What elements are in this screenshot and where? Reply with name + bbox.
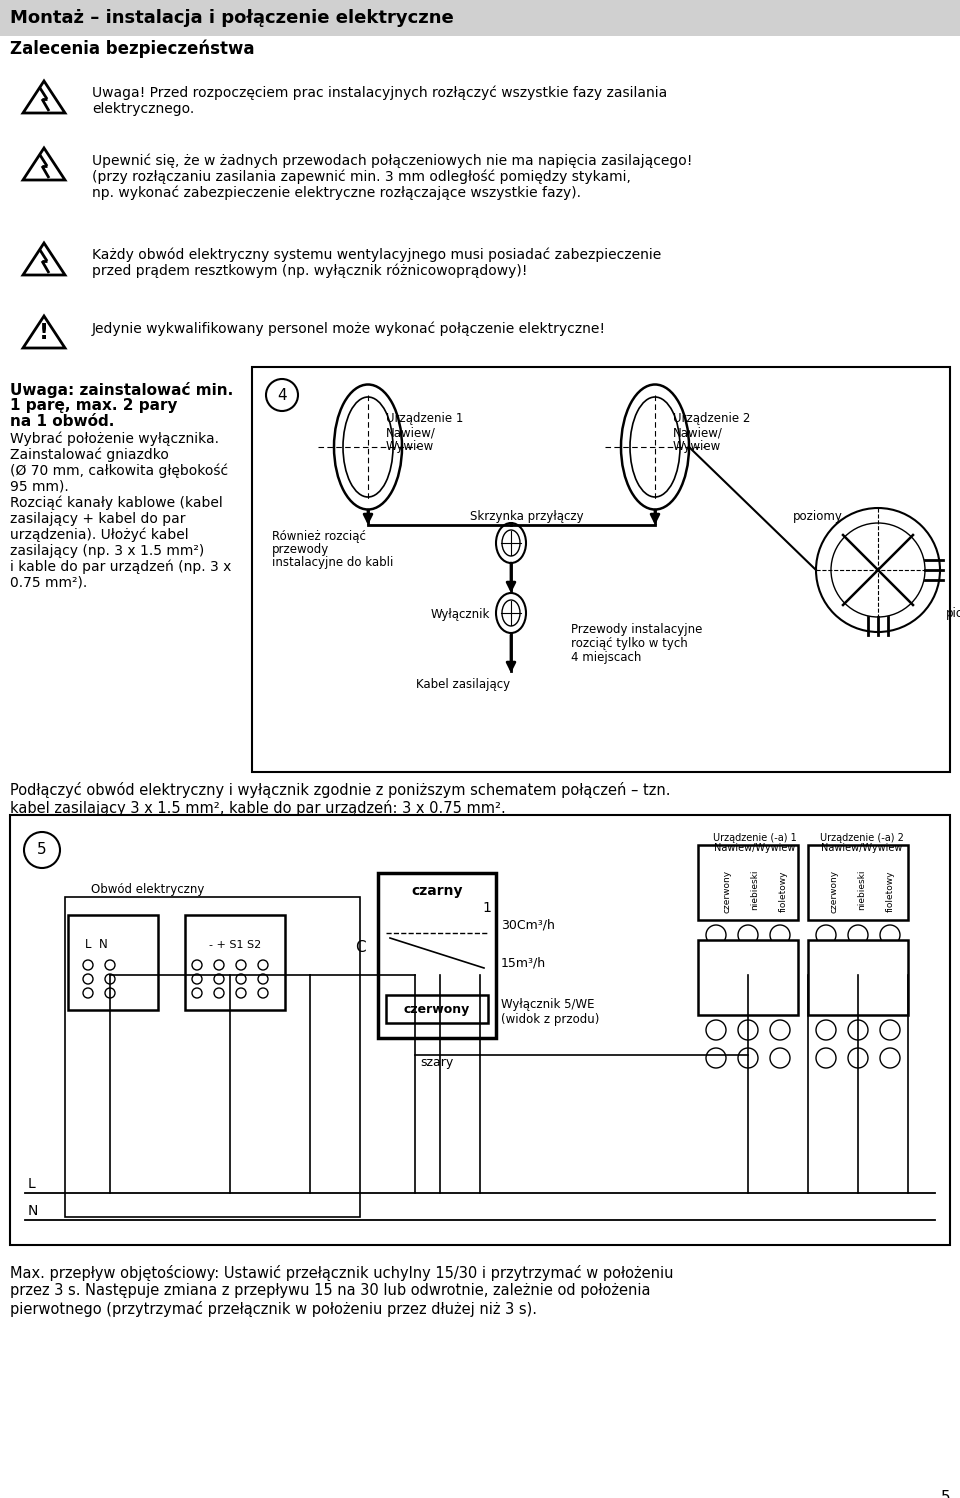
- Text: Rozciąć kanały kablowe (kabel: Rozciąć kanały kablowe (kabel: [10, 496, 223, 511]
- Text: Urządzenie 1: Urządzenie 1: [386, 412, 464, 425]
- Bar: [698, 941, 798, 1016]
- Text: Wywiew: Wywiew: [673, 440, 721, 452]
- Text: Skrzynka przyłączy: Skrzynka przyłączy: [470, 509, 584, 523]
- Text: czerwony: czerwony: [404, 1002, 470, 1016]
- Text: 5: 5: [941, 1491, 950, 1498]
- Text: czerwony: czerwony: [723, 870, 732, 914]
- Text: Wybrać położenie wyłącznika.: Wybrać położenie wyłącznika.: [10, 431, 219, 446]
- Text: Wyłącznik 5/WE: Wyłącznik 5/WE: [501, 998, 594, 1011]
- Text: zasilający + kabel do par: zasilający + kabel do par: [10, 512, 185, 526]
- Text: szary: szary: [420, 1056, 454, 1070]
- Text: na 1 obwód.: na 1 obwód.: [10, 413, 114, 428]
- Text: (Ø 70 mm, całkowita głębokość: (Ø 70 mm, całkowita głębokość: [10, 464, 228, 478]
- Text: 1 parę, max. 2 pary: 1 parę, max. 2 pary: [10, 398, 178, 413]
- Bar: [68, 915, 158, 1010]
- Bar: [386, 995, 488, 1023]
- Text: Urządzenie 2: Urządzenie 2: [673, 412, 751, 425]
- Text: Nawiew/Wywiew: Nawiew/Wywiew: [822, 843, 902, 852]
- Text: 5: 5: [37, 842, 47, 857]
- Text: Każdy obwód elektryczny systemu wentylacyjnego musi posiadać zabezpieczenie: Każdy obwód elektryczny systemu wentylac…: [92, 249, 661, 262]
- Text: Zainstalować gniazdko: Zainstalować gniazdko: [10, 448, 169, 463]
- Text: Zalecenia bezpieczeństwa: Zalecenia bezpieczeństwa: [10, 39, 254, 58]
- Text: Urządzenie (-a) 1: Urządzenie (-a) 1: [713, 833, 797, 843]
- Text: poziomy: poziomy: [793, 509, 843, 523]
- Text: urządzenia). Ułożyć kabel: urządzenia). Ułożyć kabel: [10, 527, 188, 542]
- Text: zasilający (np. 3 x 1.5 mm²): zasilający (np. 3 x 1.5 mm²): [10, 544, 204, 557]
- Text: Przewody instalacyjne: Przewody instalacyjne: [571, 623, 703, 637]
- Text: fioletowy: fioletowy: [885, 870, 895, 911]
- Text: niebieski: niebieski: [751, 870, 759, 911]
- Text: (widok z przodu): (widok z przodu): [501, 1013, 599, 1026]
- Text: instalacyjne do kabli: instalacyjne do kabli: [272, 556, 394, 569]
- Bar: [185, 915, 285, 1010]
- Text: fioletowy: fioletowy: [779, 870, 787, 911]
- Text: przewody: przewody: [272, 542, 329, 556]
- Text: Obwód elektryczny: Obwód elektryczny: [91, 882, 204, 896]
- Text: L: L: [28, 1177, 36, 1191]
- Text: Wyłącznik: Wyłącznik: [431, 608, 491, 622]
- Text: !: !: [39, 324, 49, 343]
- Text: 15m³/h: 15m³/h: [501, 957, 546, 969]
- Text: niebieski: niebieski: [857, 870, 867, 911]
- Bar: [65, 897, 360, 1216]
- Text: Urządzenie (-a) 2: Urządzenie (-a) 2: [820, 833, 904, 843]
- Text: przed prądem resztkowym (np. wyłącznik różnicowoprądowy)!: przed prądem resztkowym (np. wyłącznik r…: [92, 264, 527, 279]
- Text: 30Cm³/h: 30Cm³/h: [501, 918, 555, 932]
- Text: Upewnić się, że w żadnych przewodach połączeniowych nie ma napięcia zasilającego: Upewnić się, że w żadnych przewodach poł…: [92, 153, 692, 168]
- Bar: [808, 941, 908, 1016]
- Text: Nawiew/: Nawiew/: [386, 425, 436, 439]
- Text: - + S1 S2: - + S1 S2: [209, 941, 261, 950]
- Text: pionowy: pionowy: [946, 607, 960, 620]
- Text: kabel zasilający 3 x 1.5 mm², kable do par urządzeń: 3 x 0.75 mm².: kabel zasilający 3 x 1.5 mm², kable do p…: [10, 800, 506, 816]
- Text: i kable do par urządzeń (np. 3 x: i kable do par urządzeń (np. 3 x: [10, 560, 231, 575]
- Bar: [252, 367, 950, 771]
- Text: Wywiew: Wywiew: [386, 440, 434, 452]
- Text: C: C: [355, 941, 366, 956]
- Text: Uwaga! Przed rozpoczęciem prac instalacyjnych rozłączyć wszystkie fazy zasilania: Uwaga! Przed rozpoczęciem prac instalacy…: [92, 85, 667, 100]
- Bar: [378, 873, 496, 1038]
- Text: Uwaga: zainstalować min.: Uwaga: zainstalować min.: [10, 382, 233, 398]
- Text: Max. przepływ objętościowy: Ustawić przełącznik uchylny 15/30 i przytrzymać w po: Max. przepływ objętościowy: Ustawić prze…: [10, 1264, 674, 1281]
- Text: czerwony: czerwony: [829, 870, 838, 914]
- Bar: [698, 845, 798, 920]
- Text: L  N: L N: [84, 939, 108, 951]
- Text: rozciąć tylko w tych: rozciąć tylko w tych: [571, 637, 687, 650]
- Text: 4: 4: [277, 388, 287, 403]
- Text: N: N: [28, 1204, 38, 1218]
- Text: Nawiew/Wywiew: Nawiew/Wywiew: [714, 843, 796, 852]
- Text: Jedynie wykwalifikowany personel może wykonać połączenie elektryczne!: Jedynie wykwalifikowany personel może wy…: [92, 321, 606, 336]
- Bar: [10, 815, 950, 1245]
- Text: Podłączyć obwód elektryczny i wyłącznik zgodnie z poniższym schematem połączeń –: Podłączyć obwód elektryczny i wyłącznik …: [10, 782, 670, 798]
- Text: czarny: czarny: [411, 884, 463, 897]
- Text: np. wykonać zabezpieczenie elektryczne rozłączające wszystkie fazy).: np. wykonać zabezpieczenie elektryczne r…: [92, 184, 581, 199]
- Text: Montaż – instalacja i połączenie elektryczne: Montaż – instalacja i połączenie elektry…: [10, 9, 454, 27]
- Text: 0.75 mm²).: 0.75 mm²).: [10, 577, 87, 590]
- Text: 4 miejscach: 4 miejscach: [571, 652, 641, 664]
- Text: (przy rozłączaniu zasilania zapewnić min. 3 mm odległość pomiędzy stykami,: (przy rozłączaniu zasilania zapewnić min…: [92, 169, 631, 183]
- Text: pierwotnego (przytrzymać przełącznik w położeniu przez dłużej niż 3 s).: pierwotnego (przytrzymać przełącznik w p…: [10, 1300, 537, 1317]
- Text: 95 mm).: 95 mm).: [10, 479, 69, 494]
- Text: 1: 1: [482, 900, 491, 915]
- Bar: [0, 0, 960, 36]
- Text: elektrycznego.: elektrycznego.: [92, 102, 194, 115]
- Text: Również rozciąć: Również rozciąć: [272, 530, 366, 542]
- Text: Kabel zasilający: Kabel zasilający: [416, 679, 510, 691]
- Text: przez 3 s. Następuje zmiana z przepływu 15 na 30 lub odwrotnie, zależnie od poło: przez 3 s. Następuje zmiana z przepływu …: [10, 1282, 651, 1297]
- Bar: [808, 845, 908, 920]
- Text: Nawiew/: Nawiew/: [673, 425, 723, 439]
